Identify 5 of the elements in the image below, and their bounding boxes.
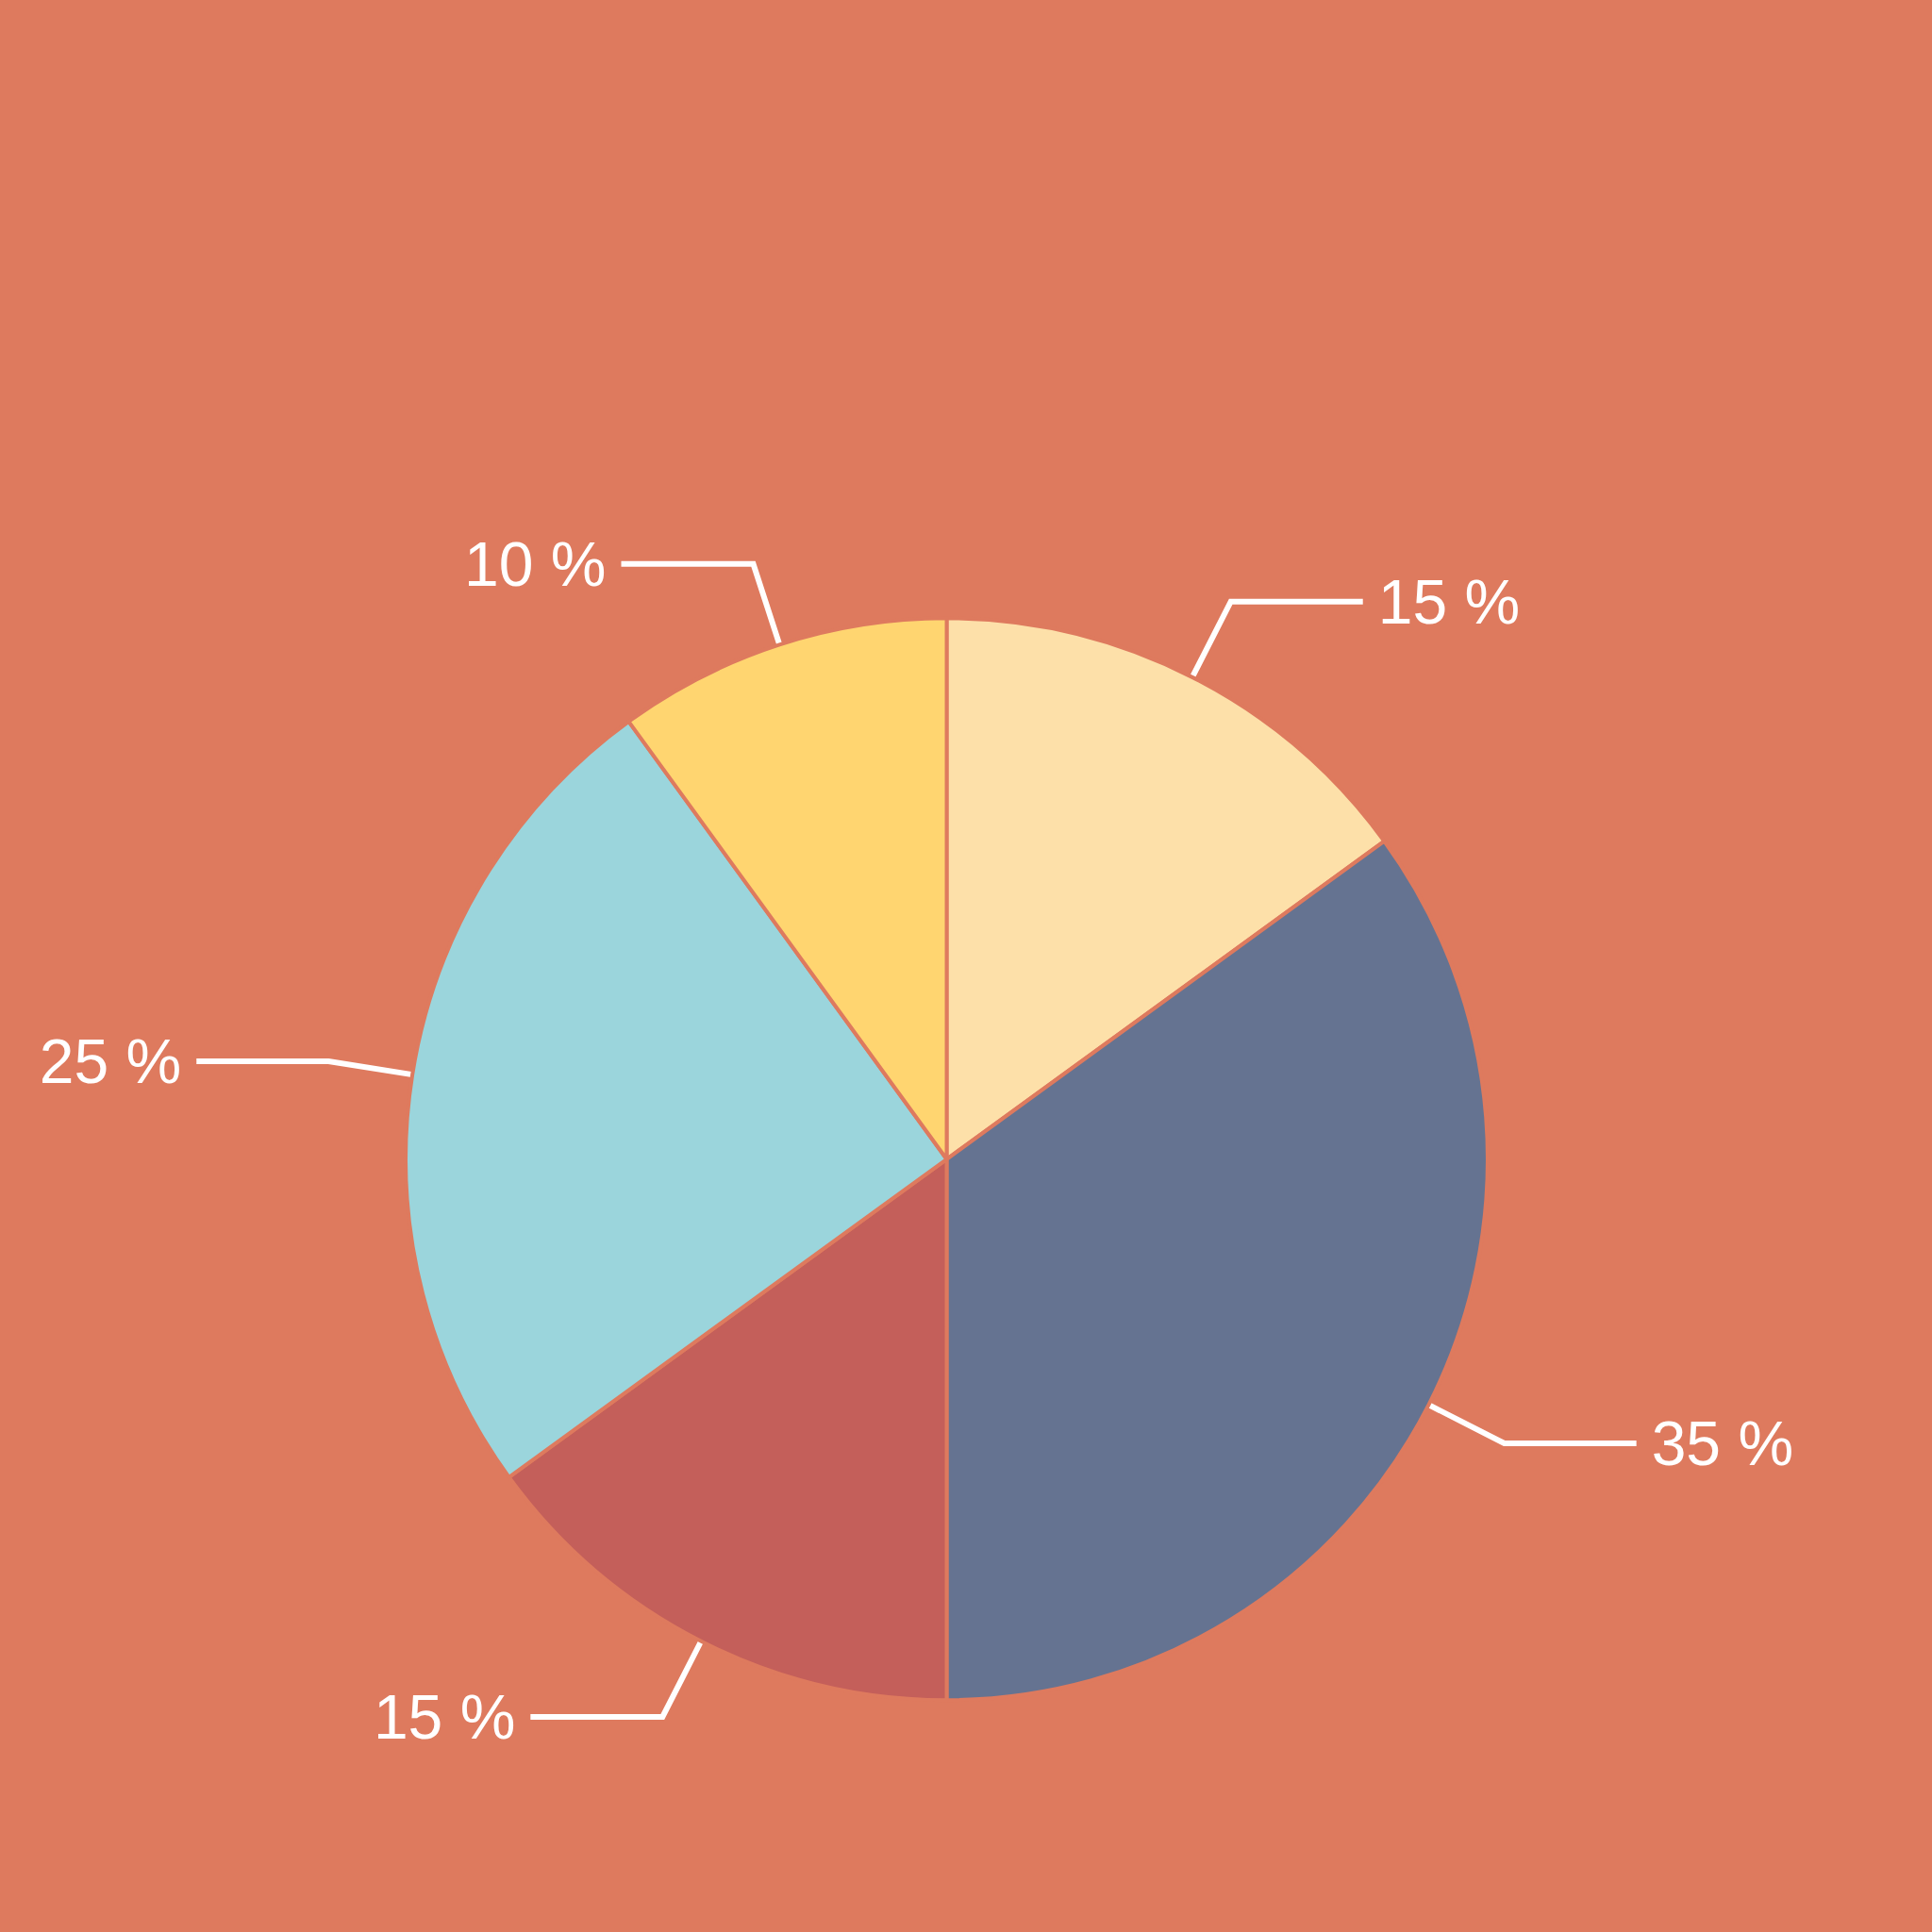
data-label: 35 % bbox=[1651, 1408, 1794, 1478]
data-label: 15 % bbox=[1377, 566, 1521, 637]
data-label: 15 % bbox=[373, 1681, 516, 1752]
data-label: 25 % bbox=[39, 1026, 182, 1097]
data-label: 10 % bbox=[464, 528, 607, 599]
